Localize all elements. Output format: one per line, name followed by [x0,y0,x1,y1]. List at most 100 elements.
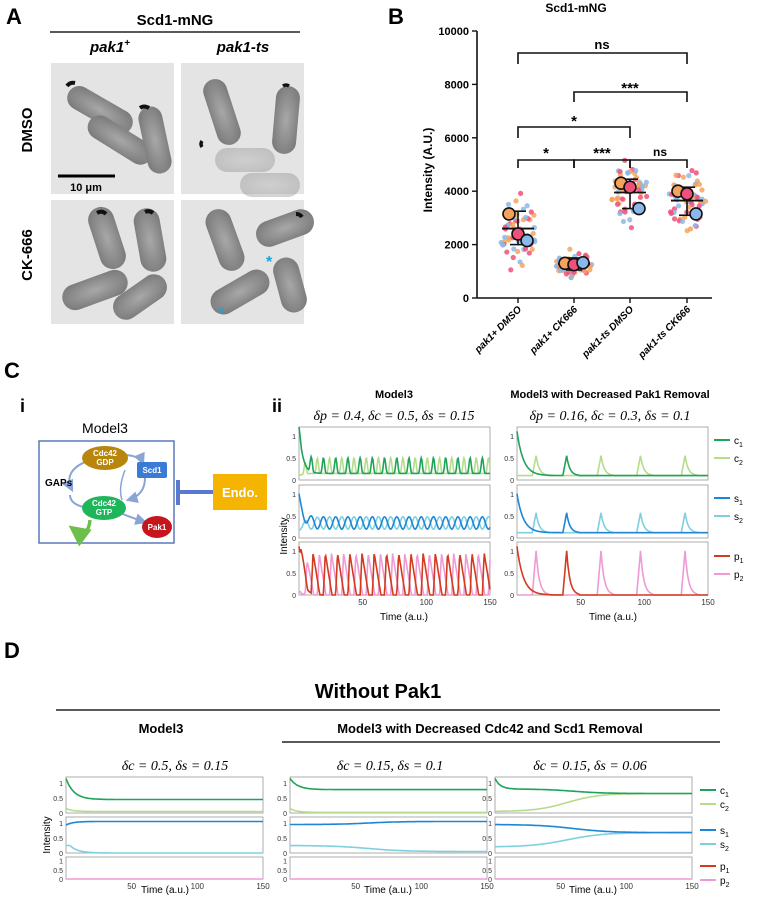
chart-b-point [502,234,508,240]
cells-pak1plus-dmso [65,80,172,174]
chart-b-replicate-mean [632,201,646,216]
diagram-box [38,440,175,544]
chart-b-ytick-label: 4000 [445,186,469,198]
sig-star3-top: *** [621,80,639,97]
sim-xtick-label: 150 [701,598,715,607]
chart-b-point [693,170,699,176]
sim-ytick-label: 0.5 [504,514,514,521]
chart-b-point [689,168,695,174]
sim-d-params2: δc = 0.15, δs = 0.1 [337,759,444,774]
chart-b-point [522,246,529,252]
panel-a-header: Scd1-mNG [137,12,214,29]
panel-c: C i ii Model3 Cdc42 GDP Scd1 Cdc42 GTP P… [4,358,744,623]
sim-d-line-c1 [494,778,692,795]
sim-xtick-label: 50 [127,882,136,891]
sim-d-line-s2 [495,831,692,848]
diagram-model-label: Model3 [82,420,128,436]
chart-b-point [615,195,621,201]
sim-axis-box [516,426,709,481]
sim-ytick-label: 1 [488,781,492,788]
legend-d-label-p2: p2 [720,876,730,889]
sim-ytick-label: 1 [59,859,63,866]
diagram-arrow-feedback [68,519,92,547]
sim-line-p1 [516,546,708,596]
sim-ytick-label: 1 [283,781,287,788]
sim-ytick-label: 1 [488,821,492,828]
sim-ytick-label: 0 [510,478,514,485]
sim-ytick-label: 1 [283,859,287,866]
chart-b-point [686,173,692,179]
chart-b-ytick-label: 0 [463,293,469,305]
chart-b-xtick-label: pak1+ DMSO [472,304,524,356]
chart-b-point [628,225,635,231]
panel-d-title: Without Pak1 [315,681,442,703]
sim-line-s1 [516,493,708,534]
sim-line-s2 [298,515,491,531]
sim-d-xlabel1: Time (a.u.) [141,885,189,896]
node-endocytosis-label: Endo. [222,485,258,500]
col-label-pak1-plus: pak1+ [89,38,130,56]
chart-b-point [617,168,623,175]
chart-b-point [582,268,588,274]
chart-b-ytick-label: 6000 [445,133,469,145]
legend-d-label-p1: p1 [720,862,730,875]
sim-xtick-label: 100 [415,882,429,891]
chart-b-xtick-label: pak1-ts CK666 [636,304,694,362]
sim-xtick-label: 100 [620,882,634,891]
chart-b-replicate-mean [502,207,516,221]
sim-d-line-c2 [495,792,692,813]
chart-b-point [609,196,615,202]
sim-c-ylabel: Intensity [279,517,290,554]
chart-b-point [515,248,521,255]
panel-b-letter: B [388,4,404,29]
sim-d-params3: δc = 0.15, δs = 0.06 [533,759,647,774]
sim-c-left-xlabel: Time (a.u.) [380,612,428,623]
chart-b-point [530,230,536,237]
chart-b-point [500,242,506,248]
sim-ytick-label: 1 [510,434,514,441]
chart-b-point [679,218,686,225]
sim-ytick-label: 0 [510,593,514,600]
sim-ytick-label: 0.5 [286,571,296,578]
sim-axis-box [289,776,488,814]
chart-b-point [692,222,698,229]
chart-b-title: Scd1-mNG [545,1,606,15]
chart-b-point [563,271,569,277]
sim-line-p1 [298,546,491,596]
panel-a: A Scd1-mNG pak1+ pak1-ts DMSO CK-666 10 … [6,4,314,324]
chart-b-point [627,217,633,223]
sim-c-left-title: Model3 [375,389,413,401]
chart-b-point [639,183,645,190]
sim-ytick-label: 0 [488,877,492,884]
node-cdc42-gtp [82,496,126,520]
sim-axis-box [65,856,264,880]
sim-xtick-label: 100 [638,598,652,607]
sim-xtick-label: 50 [358,598,367,607]
sim-ytick-label: 1 [488,859,492,866]
sim-ytick-label: 0 [488,811,492,818]
chart-b-point [510,221,516,227]
sim-axis-box [494,856,693,880]
panel-c-sub-i: i [20,396,25,416]
sim-ytick-label: 0.5 [53,796,63,803]
sim-ytick-label: 0.5 [53,868,63,875]
legend-d-label-c2: c2 [720,800,729,813]
sim-d-line-s2 [66,844,263,854]
chart-b-point [671,216,678,222]
chart-b-point [644,193,650,200]
chart-b-point [620,218,627,225]
panel-c-letter: C [4,358,20,383]
chart-b-point [696,203,702,209]
sim-axis-box [289,856,488,880]
legend-label-p1: p1 [734,552,744,565]
node-gaps-label: GAPs [45,478,73,489]
sim-ytick-label: 1 [292,549,296,556]
sim-ytick-label: 0 [292,593,296,600]
chart-b-point [675,203,682,209]
sim-line-c2 [517,455,708,477]
sim-ytick-label: 1 [510,492,514,499]
chart-b-replicate-mean [520,233,534,248]
legend-label-c2: c2 [734,454,743,467]
chart-b-ytick-label: 8000 [445,79,469,91]
